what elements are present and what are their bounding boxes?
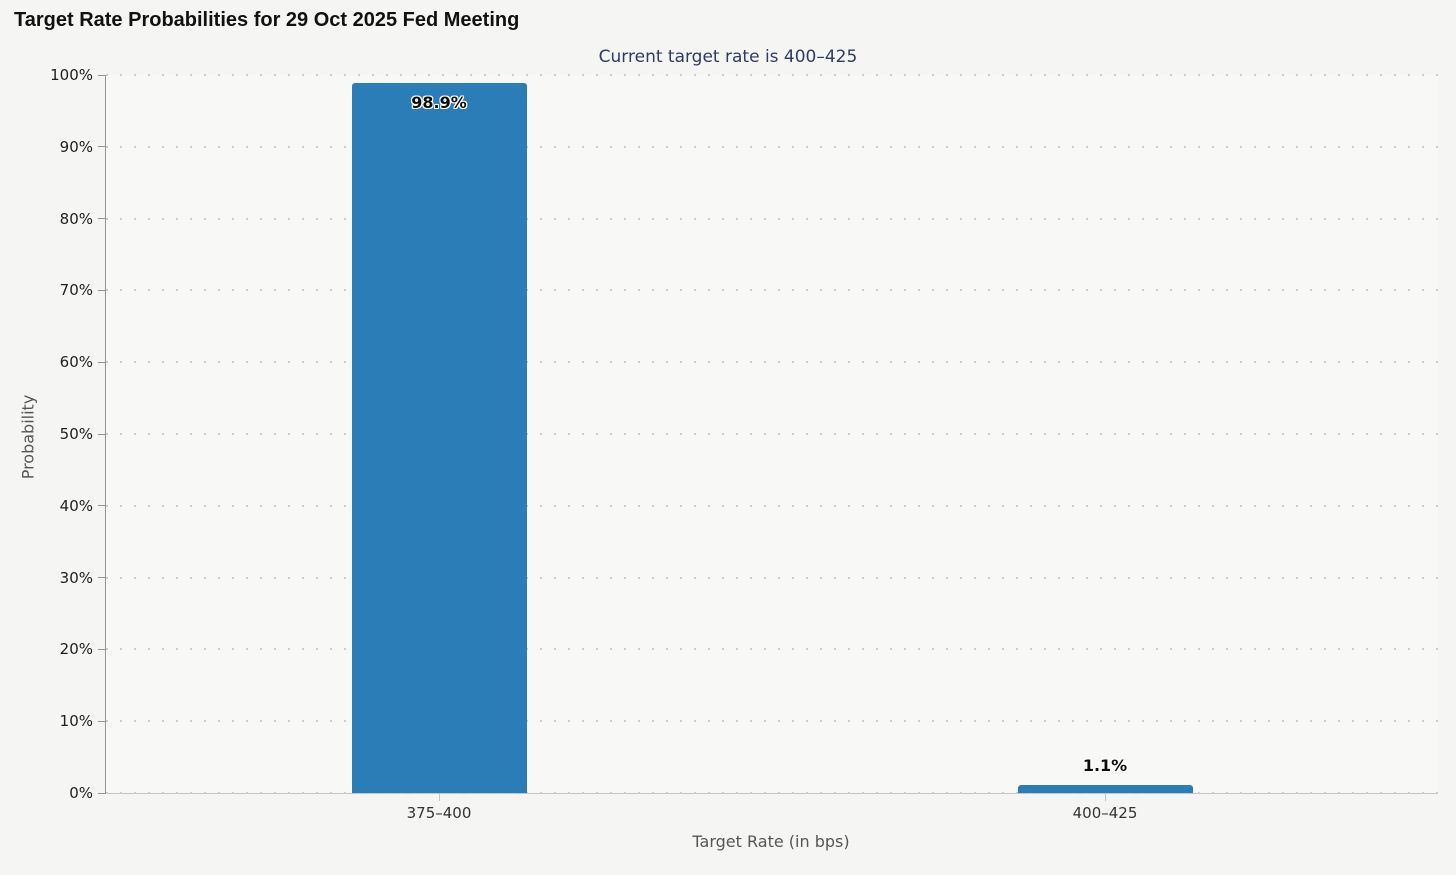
y-axis-tick-label: 60% xyxy=(59,353,93,372)
y-axis-tick-label: 70% xyxy=(59,281,93,300)
gridline xyxy=(106,289,1438,292)
y-axis-tick xyxy=(98,577,106,579)
gridline xyxy=(106,74,1438,76)
bar-value-label: 1.1% xyxy=(1082,756,1128,776)
gridline xyxy=(106,720,1438,723)
gridline xyxy=(106,433,1438,435)
y-axis-tick xyxy=(98,74,106,76)
y-axis-tick-label: 100% xyxy=(50,66,93,84)
chart-title: Target Rate Probabilities for 29 Oct 202… xyxy=(14,9,520,31)
gridline xyxy=(106,217,1438,220)
y-axis-tick xyxy=(98,433,106,435)
y-axis-tick-label: 0% xyxy=(69,784,93,802)
y-axis-tick-label: 20% xyxy=(59,640,93,659)
y-axis-tick xyxy=(98,289,106,291)
gridline xyxy=(106,576,1438,579)
gridline xyxy=(106,792,1438,794)
y-axis-tick xyxy=(98,218,106,220)
y-axis-tick xyxy=(98,505,106,507)
x-axis-category-label: 375–400 xyxy=(406,804,472,822)
y-axis-title: Probability xyxy=(18,394,38,480)
bar-400-425[interactable] xyxy=(1017,785,1193,793)
x-axis-title: Target Rate (in bps) xyxy=(692,832,850,851)
y-axis-tick xyxy=(98,720,106,722)
y-axis-tick-label: 40% xyxy=(59,496,93,515)
gridline xyxy=(106,361,1438,364)
gridline xyxy=(106,145,1438,148)
x-axis-category-label: 400–425 xyxy=(1072,804,1138,822)
y-axis-tick xyxy=(98,648,106,650)
gridline xyxy=(106,504,1438,507)
y-axis-tick xyxy=(98,146,106,148)
current-target-rate-note: Current target rate is 400–425 xyxy=(598,47,858,67)
y-axis-tick xyxy=(98,792,106,794)
gridline xyxy=(106,648,1438,651)
bar-375-400[interactable] xyxy=(351,82,527,793)
y-axis-tick-label: 30% xyxy=(59,568,93,587)
x-axis-tick xyxy=(1105,793,1106,801)
y-axis-tick-label: 90% xyxy=(59,137,93,156)
y-axis-tick-label: 80% xyxy=(59,209,93,228)
y-axis-tick xyxy=(98,361,106,363)
bar-value-label: 98.9% xyxy=(411,92,467,112)
plot-area: 0% 10% 20% 30% 40% 50% 60% 70% 80% 90% 100% 98.9% 37… xyxy=(50,66,1438,822)
y-axis-tick-label: 50% xyxy=(59,425,93,443)
y-axis-tick-label: 10% xyxy=(59,712,93,731)
x-axis-tick xyxy=(439,793,440,801)
